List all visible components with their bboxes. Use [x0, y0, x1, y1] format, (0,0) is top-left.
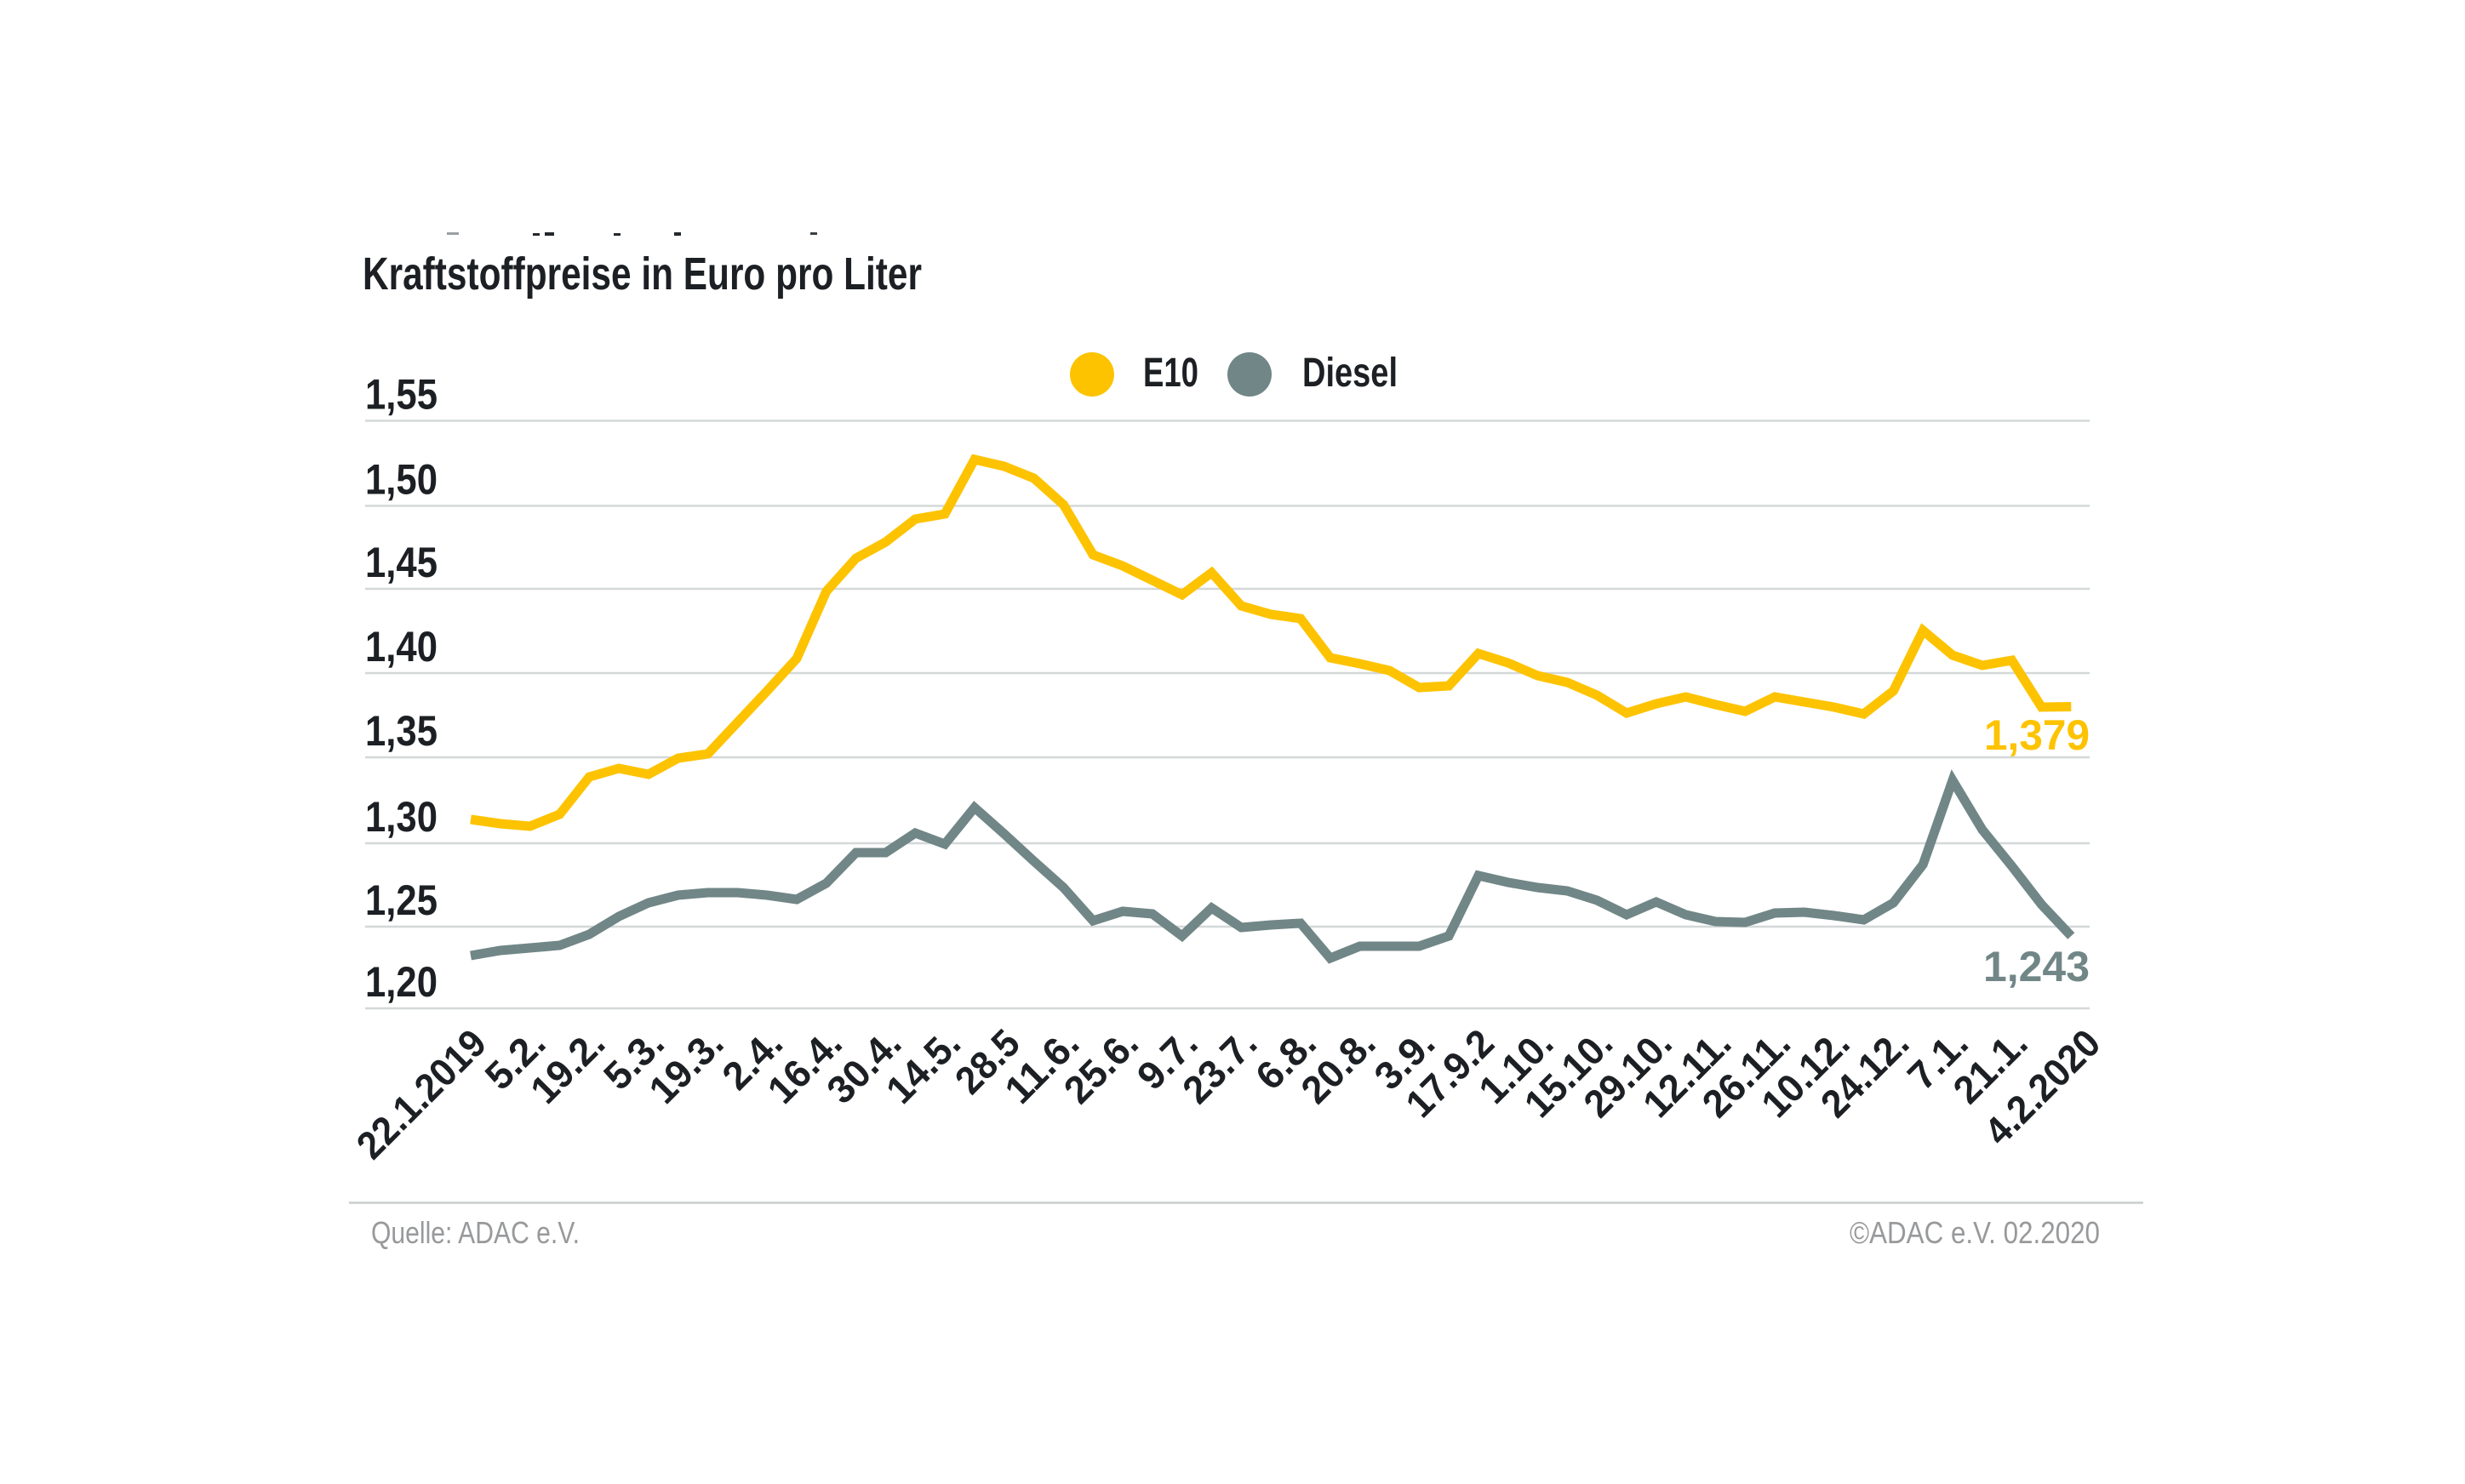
svg-text:E10: E10 — [1143, 351, 1198, 396]
svg-text:1,45: 1,45 — [365, 539, 438, 586]
svg-text:1,50: 1,50 — [365, 456, 438, 504]
svg-text:1,379: 1,379 — [1984, 711, 2090, 759]
svg-text:1,40: 1,40 — [365, 623, 438, 671]
svg-text:1,30: 1,30 — [365, 793, 438, 841]
svg-text:1,25: 1,25 — [365, 876, 438, 924]
svg-text:1,20: 1,20 — [365, 958, 438, 1006]
svg-text:Quelle: ADAC e.V.: Quelle: ADAC e.V. — [371, 1215, 580, 1250]
svg-text:Kraftstoffpreise in Euro pro L: Kraftstoffpreise in Euro pro Liter — [363, 248, 922, 300]
svg-text:Diesel: Diesel — [1302, 351, 1398, 396]
svg-text:1,243: 1,243 — [1983, 943, 2090, 990]
svg-text:1,55: 1,55 — [365, 371, 438, 419]
svg-text:1,35: 1,35 — [365, 707, 438, 755]
svg-text:©ADAC e.V. 02.2020: ©ADAC e.V. 02.2020 — [1850, 1215, 2100, 1250]
